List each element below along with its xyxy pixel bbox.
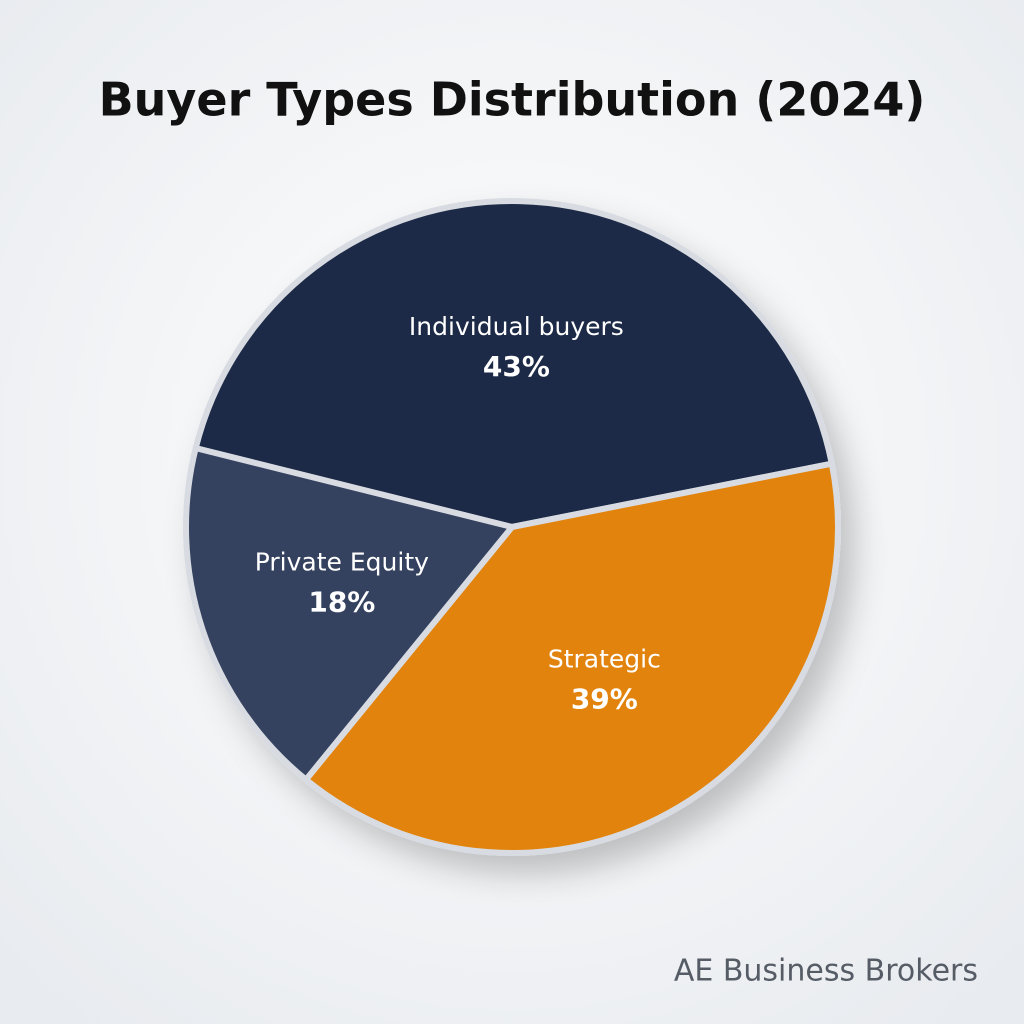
pie-slice [301,460,841,856]
slice-name: Individual buyers [409,312,624,341]
slice-value: 39% [571,683,638,716]
watermark: AE Business Brokers [674,954,978,989]
slice-value: 18% [308,586,375,619]
labels: Individual buyers 43% Strategic 39% Private … [255,312,661,716]
slice-value: 43% [483,350,550,383]
pie-slice [183,444,518,784]
chart-title: Buyer Types Distribution (2024) [99,73,926,127]
slice-name: Strategic [548,645,661,674]
pie [183,198,841,856]
slice-name: Private Equity [255,548,429,577]
pie-slice [192,198,836,531]
